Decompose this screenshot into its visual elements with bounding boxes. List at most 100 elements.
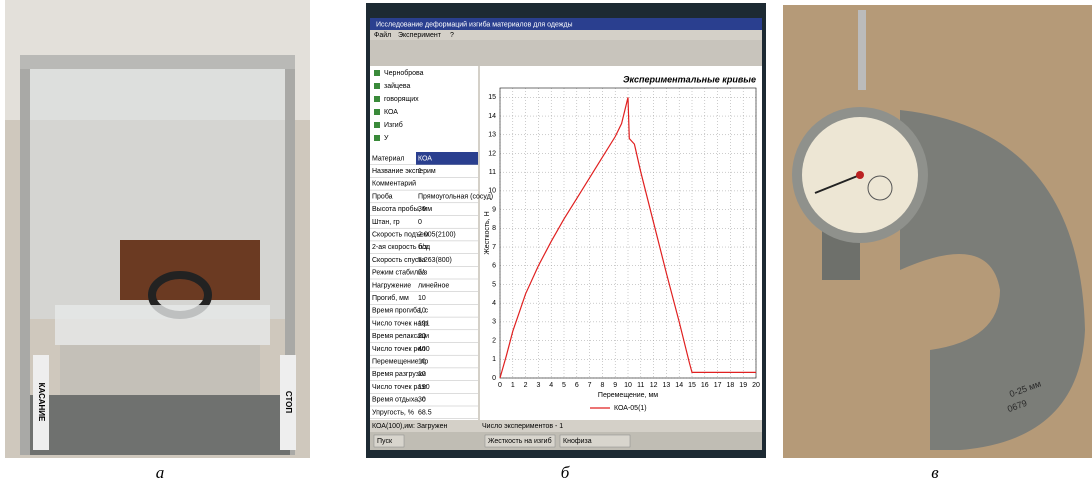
frame	[20, 55, 295, 69]
plot-frame	[499, 87, 757, 379]
x-tick-label: 11	[637, 382, 644, 389]
x-tick-label: 14	[675, 382, 683, 389]
x-tick-label: 10	[624, 382, 632, 389]
x-tick-label: 19	[739, 382, 747, 389]
x-tick-label: 5	[562, 382, 566, 389]
x-tick-label: 18	[727, 382, 735, 389]
table-cell: Время отдыха, с	[372, 397, 426, 404]
x-tick-label: 17	[714, 382, 722, 389]
taskbar-button	[484, 434, 556, 448]
table-cell: 191	[418, 320, 430, 327]
y-tick-label: 11	[489, 169, 496, 176]
menu-item: Эксперимент	[398, 32, 442, 39]
chart-title: Экспериментальные кривые	[623, 74, 756, 84]
taskbar-label: Жесткость на изгиб	[488, 437, 552, 445]
tree-item: Изгиб	[384, 121, 403, 129]
y-tick-label: 5	[492, 281, 496, 288]
x-tick-label: 20	[752, 382, 760, 389]
table-cell: Проба	[372, 192, 393, 200]
needle	[814, 174, 861, 194]
property-pane	[370, 150, 478, 420]
x-axis-label: Перемещение, мм	[598, 392, 658, 399]
taskbar-label: Кнофиза	[563, 438, 592, 445]
table-cell: 10	[418, 359, 426, 366]
tree-icon	[374, 70, 380, 76]
tree-icon	[374, 109, 380, 115]
table-cell: Число точек разг	[372, 384, 427, 391]
status-text: КОА(100),им: Загружен	[372, 423, 448, 430]
panel-caption: а	[156, 463, 165, 482]
subdial	[867, 175, 893, 201]
table-cell: Время релаксаци	[372, 333, 429, 340]
chart-pane	[480, 66, 762, 420]
x-tick-label: 13	[663, 382, 671, 389]
status-text: Число экспериментов - 1	[482, 423, 563, 430]
y-axis-label: Жесткость, Н	[484, 211, 491, 254]
table-cell: Время прогиба, с	[372, 307, 429, 315]
y-tick-label: 12	[488, 150, 496, 157]
table-cell: 10	[418, 295, 426, 302]
frame	[20, 55, 30, 455]
window-title: Исследование деформаций изгиба материало…	[376, 20, 573, 28]
y-tick-label: 10	[488, 188, 496, 195]
table-cell: Упругость, %	[372, 409, 414, 416]
frame	[285, 55, 295, 455]
table-cell: Высота пробы, мм	[372, 205, 432, 213]
tree-item: КОА	[384, 109, 398, 116]
x-tick-label: 3	[536, 382, 540, 389]
tree-item: Черноброва	[384, 69, 424, 77]
table-cell: 20	[418, 333, 426, 340]
tree-item: У	[384, 135, 389, 142]
table-cell: Время разгрузки	[372, 371, 426, 378]
table-cell: 190	[418, 384, 430, 391]
table-cell: Режим стабилиз	[372, 269, 425, 277]
needle-hub	[856, 171, 864, 179]
x-tick-label: 8	[600, 382, 604, 389]
x-tick-label: 16	[701, 382, 709, 389]
tree-icon	[374, 83, 380, 89]
table-cell: 2-ая скорость под	[372, 244, 430, 251]
photo-a	[5, 0, 310, 458]
taskbar-button	[559, 434, 631, 448]
table-cell: 400	[418, 346, 430, 353]
table-cell: Скорость подъем	[372, 232, 429, 239]
title-bar	[370, 18, 762, 30]
table-cell: 68.5	[418, 409, 432, 416]
board	[120, 240, 260, 300]
y-tick-label: 9	[492, 206, 496, 213]
stem	[858, 10, 866, 90]
taskbar-label: Пуск	[377, 438, 393, 445]
y-tick-label: 8	[492, 225, 496, 232]
menu-item: Файл	[374, 31, 391, 39]
table-cell: Скорость спуска	[372, 257, 426, 264]
toolbar	[370, 40, 762, 66]
table-cell: 30	[418, 397, 426, 404]
table-cell: Прогиб, мм	[372, 294, 409, 302]
x-tick-label: 1	[511, 382, 515, 389]
table-cell: 2.005(2100)	[418, 232, 456, 239]
panel-caption: б	[561, 463, 570, 482]
panel-caption: в	[931, 463, 939, 482]
tree-item: говорящих	[384, 96, 419, 103]
tree-icon	[374, 135, 380, 141]
table-cell: 10	[418, 308, 426, 315]
y-tick-label: 14	[488, 113, 496, 120]
y-tick-label: 4	[492, 300, 496, 307]
tree-icon	[374, 96, 380, 102]
table-cell: Нагружение	[372, 282, 411, 289]
table-cell: Перемещение пр	[372, 359, 428, 366]
data-line	[499, 97, 756, 379]
y-tick-label: 6	[492, 263, 496, 270]
button-label-text: КАСАНИЕ	[37, 383, 46, 422]
table-cell: 10	[418, 371, 426, 378]
platform	[55, 305, 270, 345]
x-tick-label: 0	[498, 382, 502, 389]
button-label-text: СТОП	[284, 391, 293, 413]
table-cell: 0	[418, 219, 422, 226]
button-label	[33, 355, 49, 450]
row-highlight	[416, 152, 478, 165]
y-tick-label: 2	[492, 337, 496, 344]
legend-label: КОА-05(1)	[614, 405, 647, 412]
